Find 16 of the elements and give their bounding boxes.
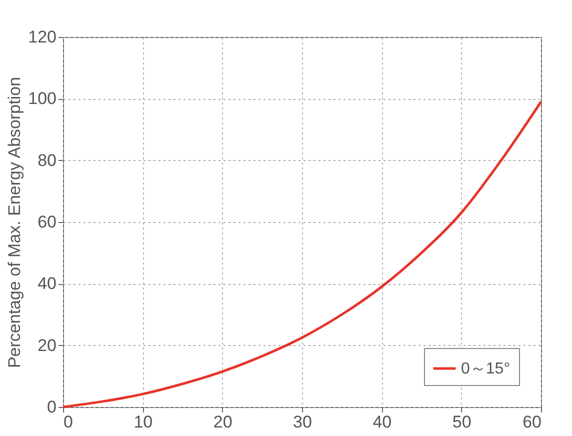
y-tick-label: 20: [38, 336, 56, 355]
y-tick-label: 60: [38, 212, 56, 232]
legend-label: 0～15°: [461, 360, 510, 378]
y-tick-label: 120: [28, 28, 56, 46]
y-tick-label: 0: [47, 398, 56, 416]
y-tick-label: 100: [28, 89, 56, 108]
x-tick-label: 20: [213, 412, 232, 432]
x-tick-label: 40: [372, 412, 392, 432]
x-tick-label: 50: [452, 412, 472, 432]
y-tick-label: 80: [38, 150, 56, 170]
x-tick-label: 30: [293, 412, 312, 432]
x-tick-label: 0: [64, 412, 73, 432]
y-axis-title: Percentage of Max. Energy Absorption: [5, 76, 24, 368]
x-tick-label: 10: [134, 412, 153, 432]
x-tick-label: 60: [522, 412, 542, 432]
y-tick-label: 40: [38, 274, 56, 294]
